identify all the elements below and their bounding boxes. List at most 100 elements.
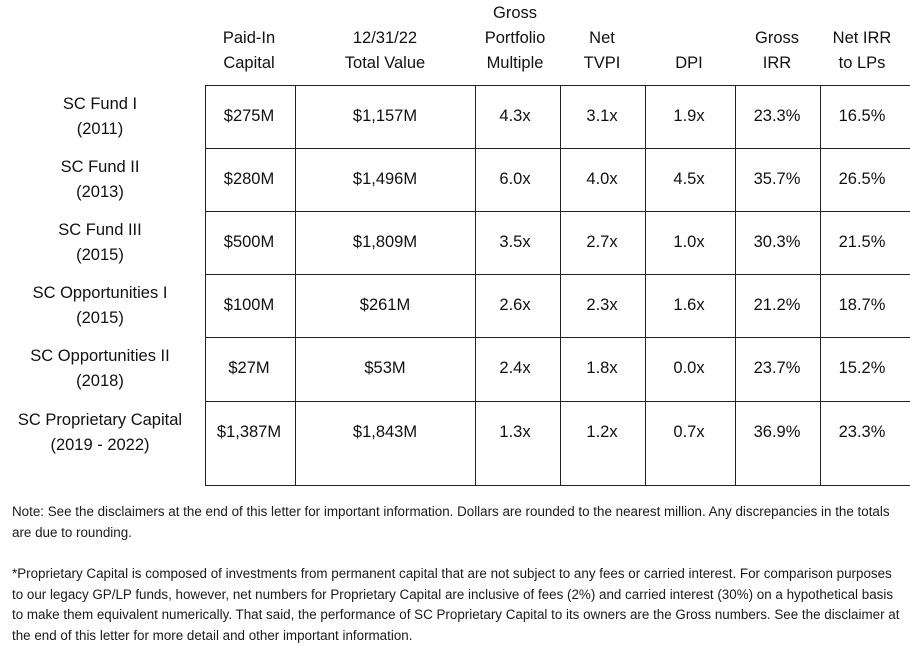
table-cell: $280M bbox=[223, 170, 275, 188]
table-row: SC Fund III (2015) $500M $1,809M 3.5x 2.7x 1.0… bbox=[0, 211, 910, 274]
table-cell: $1,157M bbox=[352, 107, 418, 125]
table-cell: 1.9x bbox=[673, 107, 705, 125]
fund-name-line: SC Opportunities I bbox=[32, 283, 168, 302]
column-header: Gross Portfolio Multiple bbox=[465, 0, 565, 76]
table-cell: 2.4x bbox=[499, 359, 531, 377]
fund-name-line: (2019 - 2022) bbox=[50, 435, 150, 454]
column-header-line: Gross bbox=[754, 29, 799, 47]
table-cell: 23.3% bbox=[838, 423, 886, 441]
column-header-line: Net bbox=[589, 29, 615, 47]
table-cell: 4.5x bbox=[673, 170, 705, 188]
table-cell: 3.5x bbox=[499, 233, 531, 251]
table-cell: 1.3x bbox=[499, 423, 531, 441]
column-header-line: IRR bbox=[762, 54, 792, 72]
column-header: Paid-In Capital bbox=[204, 0, 294, 76]
row-divider bbox=[205, 401, 910, 402]
fund-name-line: (2018) bbox=[76, 371, 124, 390]
fund-name-line: SC Fund III bbox=[58, 220, 142, 239]
table-row: SC Fund II (2013) $280M $1,496M 6.0x 4.0x 4.5x… bbox=[0, 148, 910, 211]
table-cell: 21.5% bbox=[838, 233, 886, 251]
proprietary-capital-footnote: *Proprietary Capital is composed of inve… bbox=[12, 566, 900, 643]
fund-name-line: (2015) bbox=[76, 308, 124, 327]
fund-name-line: (2011) bbox=[76, 119, 124, 138]
table-cell: $1,387M bbox=[216, 423, 282, 441]
table-cell: 21.2% bbox=[753, 296, 801, 314]
table-row: SC Proprietary Capital (2019 - 2022) $1,38… bbox=[0, 401, 910, 464]
table-cell: 6.0x bbox=[499, 170, 531, 188]
fund-name: SC Fund I (2011) bbox=[0, 85, 200, 148]
table-cell: 16.5% bbox=[838, 107, 886, 125]
column-divider bbox=[735, 85, 736, 485]
row-divider bbox=[205, 485, 910, 486]
column-header: Net IRR to LPs bbox=[822, 0, 902, 76]
fund-name: SC Fund II (2013) bbox=[0, 148, 200, 211]
table-cell: $261M bbox=[359, 296, 411, 314]
table-cell: 36.9% bbox=[753, 423, 801, 441]
table-cell: 23.3% bbox=[753, 107, 801, 125]
table-cell: $500M bbox=[223, 233, 275, 251]
column-header-line: Net IRR bbox=[832, 29, 892, 47]
column-header-line: Total Value bbox=[344, 54, 426, 72]
table-cell: $1,496M bbox=[352, 170, 418, 188]
fund-name-line: (2013) bbox=[76, 182, 124, 201]
fund-name: SC Fund III (2015) bbox=[0, 211, 200, 274]
column-header-line: TVPI bbox=[583, 54, 621, 72]
table-cell: 1.0x bbox=[673, 233, 705, 251]
fund-name-line: SC Fund I bbox=[62, 94, 138, 113]
table-cell: $53M bbox=[364, 359, 406, 377]
table-cell: 18.7% bbox=[838, 296, 886, 314]
fund-name-line: SC Fund II bbox=[60, 157, 140, 176]
column-divider bbox=[205, 85, 206, 485]
table-cell: 1.2x bbox=[586, 423, 618, 441]
table-row: SC Fund I (2011) $275M $1,157M 4.3x 3.1x 1.9x 2… bbox=[0, 85, 910, 148]
fund-name: SC Opportunities I (2015) bbox=[0, 274, 200, 337]
column-header-line: to LPs bbox=[838, 54, 886, 72]
table-cell: 0.7x bbox=[673, 423, 705, 441]
table-cell: 2.7x bbox=[586, 233, 618, 251]
column-divider bbox=[475, 85, 476, 485]
column-header-line: Multiple bbox=[486, 54, 544, 72]
column-header-line: Capital bbox=[223, 54, 275, 72]
rounding-note: Note: See the disclaimers at the end of … bbox=[12, 504, 890, 540]
column-divider bbox=[295, 85, 296, 485]
table-cell: 30.3% bbox=[753, 233, 801, 251]
row-divider bbox=[205, 211, 910, 212]
table-cell: 2.3x bbox=[586, 296, 618, 314]
column-header: Net TVPI bbox=[567, 0, 637, 76]
fund-name-line: SC Opportunities II bbox=[30, 346, 170, 365]
row-divider bbox=[205, 274, 910, 275]
fund-name-line: (2015) bbox=[76, 245, 124, 264]
column-header-line: Paid-In bbox=[222, 29, 276, 47]
table-cell: 4.3x bbox=[499, 107, 531, 125]
table-cell: 23.7% bbox=[753, 359, 801, 377]
column-header-line: 12/31/22 bbox=[352, 29, 418, 47]
fund-name: SC Proprietary Capital (2019 - 2022) bbox=[0, 401, 200, 464]
table-cell: 3.1x bbox=[586, 107, 618, 125]
fund-name: SC Opportunities II (2018) bbox=[0, 337, 200, 400]
table-cell: 26.5% bbox=[838, 170, 886, 188]
column-header-line: DPI bbox=[675, 54, 703, 72]
table-cell: $1,843M bbox=[352, 423, 418, 441]
table-cell: 0.0x bbox=[673, 359, 705, 377]
table-cell: 1.6x bbox=[673, 296, 705, 314]
column-header: DPI bbox=[654, 0, 724, 76]
table-cell: 35.7% bbox=[753, 170, 801, 188]
column-header: Gross IRR bbox=[737, 0, 817, 76]
row-divider bbox=[205, 148, 910, 149]
table-cell: $100M bbox=[223, 296, 275, 314]
table-cell: $27M bbox=[228, 359, 270, 377]
column-header: 12/31/22 Total Value bbox=[325, 0, 445, 76]
column-divider bbox=[820, 85, 821, 485]
table-row: SC Opportunities I (2015) $100M $261M 2.6x 2.… bbox=[0, 274, 910, 337]
table-cell: 15.2% bbox=[838, 359, 886, 377]
table-cell: 4.0x bbox=[586, 170, 618, 188]
table-cell: 2.6x bbox=[499, 296, 531, 314]
column-header-line: Gross bbox=[492, 4, 537, 22]
table-cell: 1.8x bbox=[586, 359, 618, 377]
column-divider bbox=[645, 85, 646, 485]
row-divider bbox=[205, 337, 910, 338]
table-cell: $275M bbox=[223, 107, 275, 125]
table-cell: $1,809M bbox=[352, 233, 418, 251]
fund-name-line: SC Proprietary Capital bbox=[17, 410, 183, 429]
